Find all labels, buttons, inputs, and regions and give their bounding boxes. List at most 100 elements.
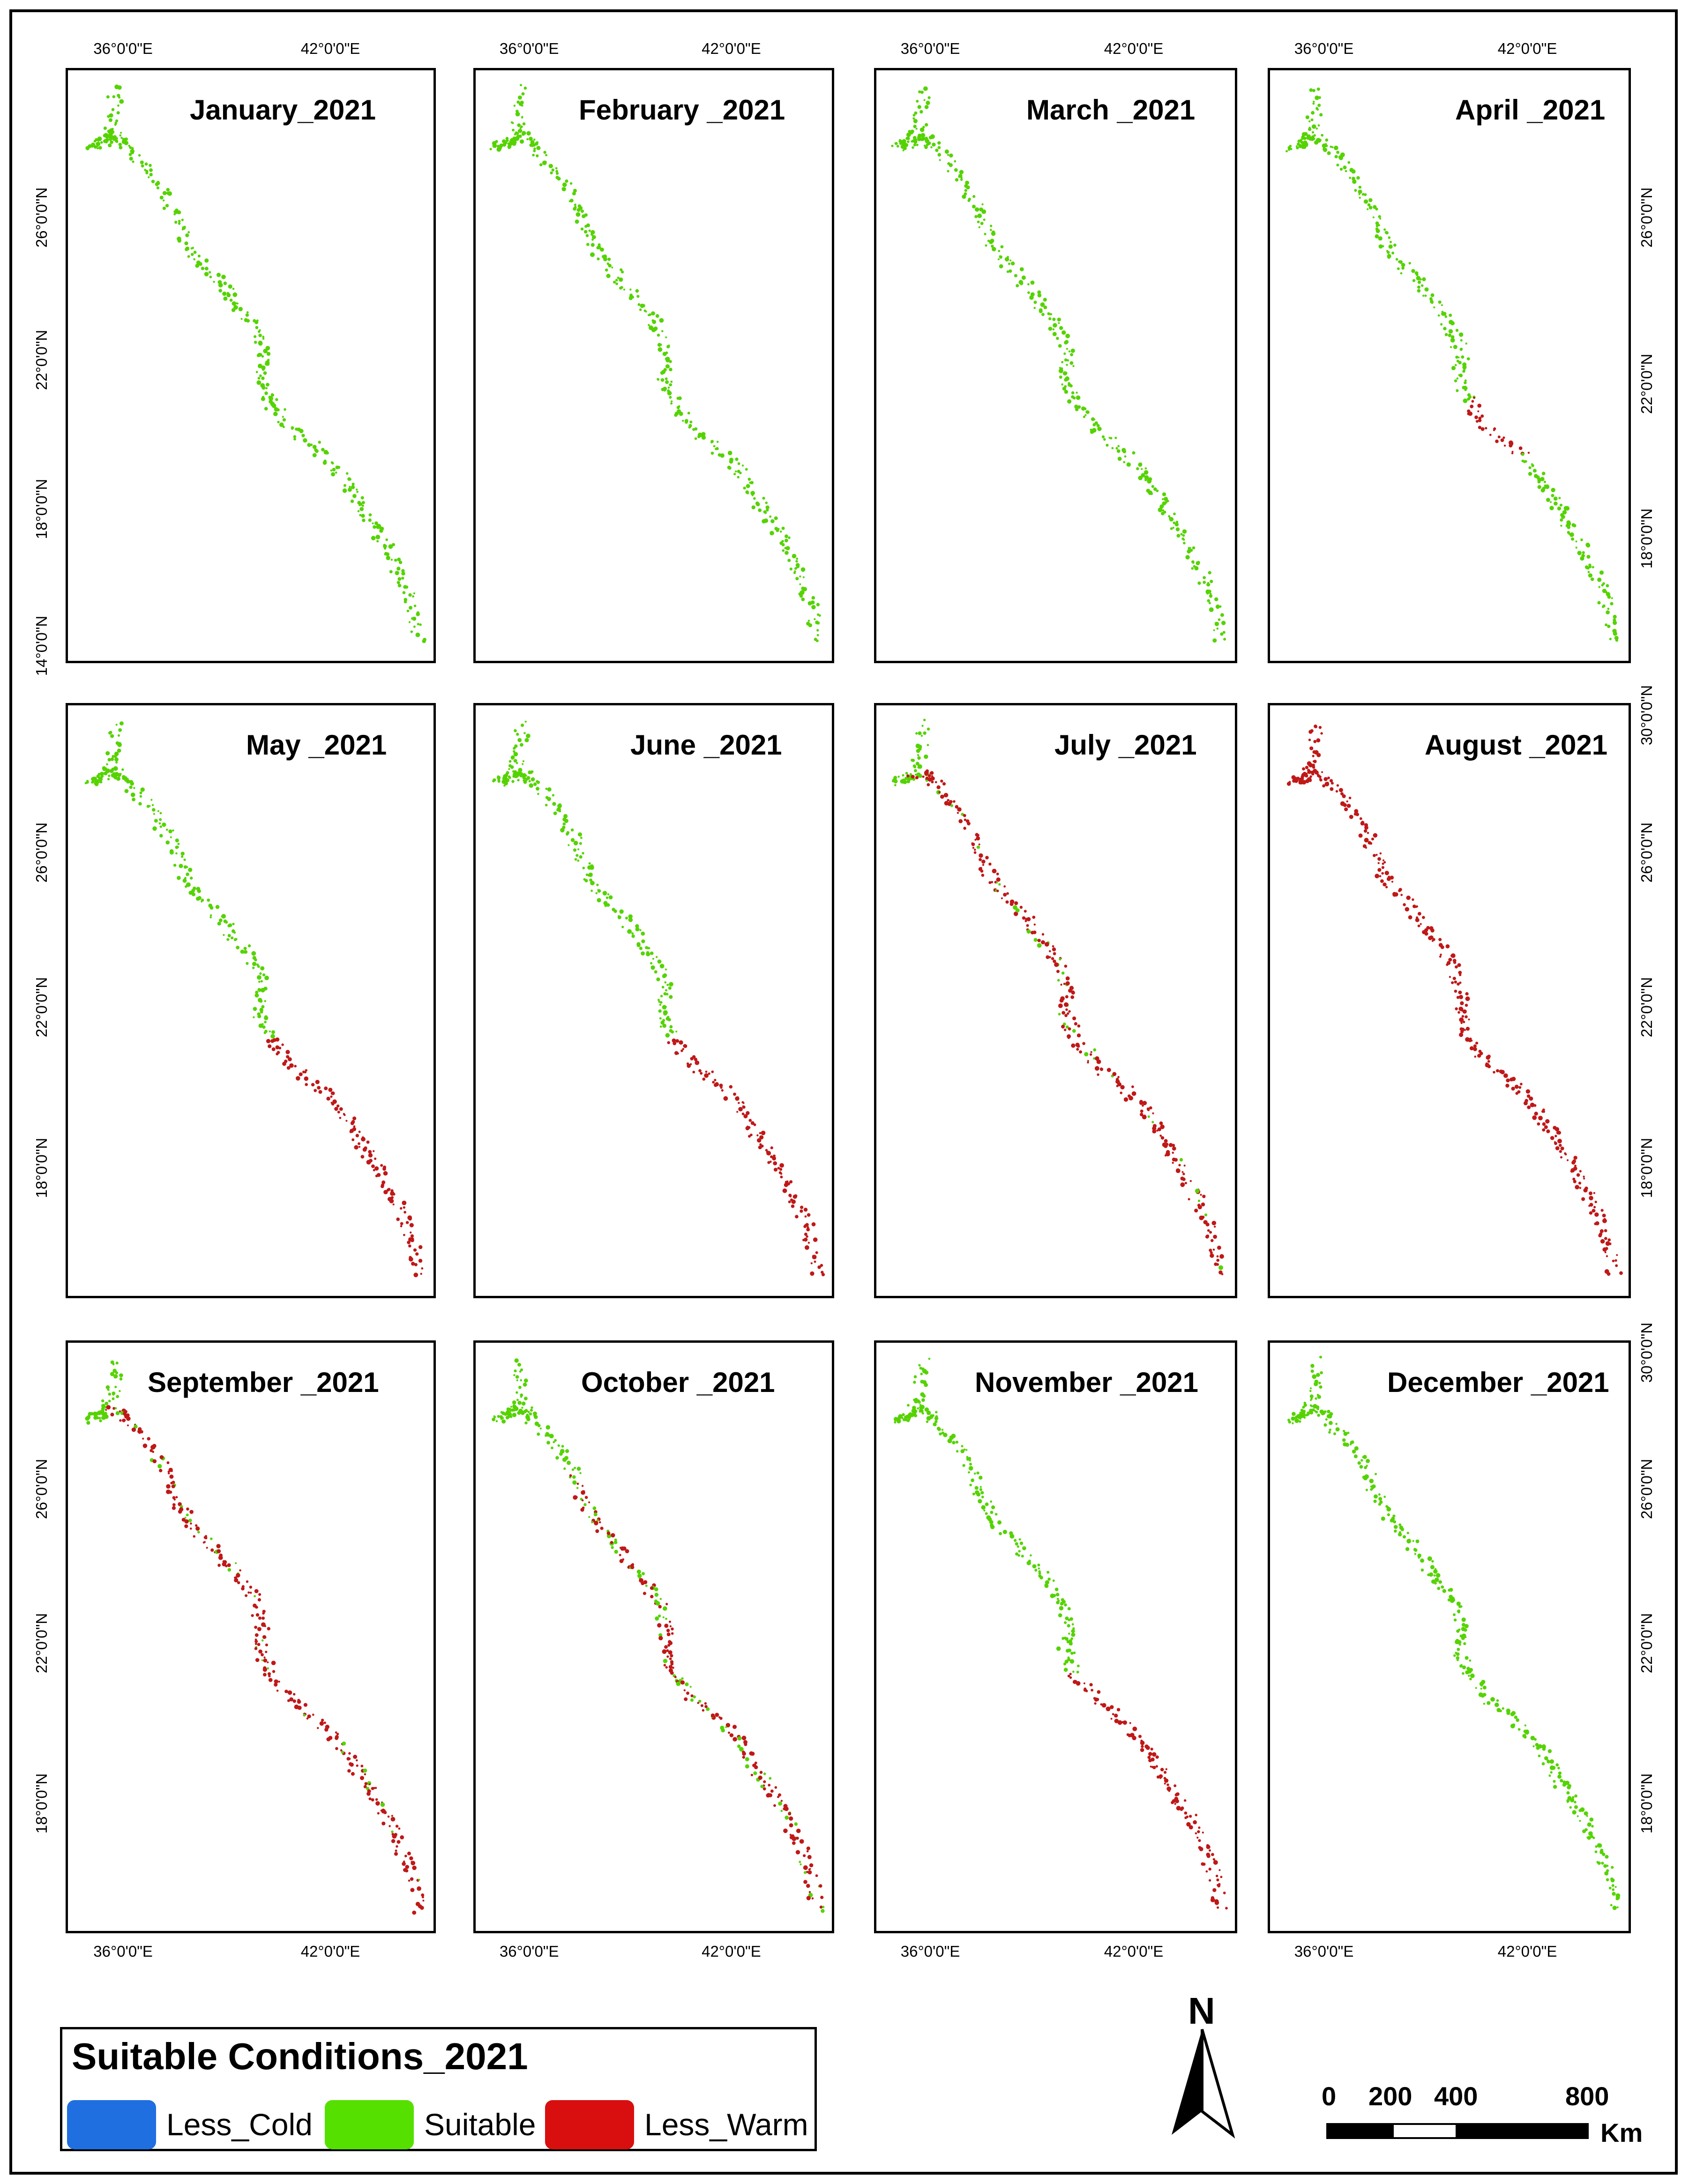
reef-cell	[534, 142, 538, 146]
reef-cell	[368, 513, 372, 516]
reef-cell	[741, 1735, 747, 1741]
reef-cell	[1205, 1870, 1208, 1873]
reef-cell	[264, 1000, 266, 1002]
reef-cell	[339, 1116, 342, 1119]
reef-cell	[788, 1812, 792, 1816]
reef-cell	[648, 324, 650, 326]
reef-cell	[1097, 1073, 1099, 1076]
reef-cell	[386, 555, 390, 561]
reef-cell	[1560, 513, 1564, 517]
reef-cell	[759, 1132, 762, 1134]
reef-cell	[264, 975, 269, 980]
reef-cell	[1175, 1799, 1179, 1803]
reef-cell	[1452, 977, 1456, 980]
reef-cell	[395, 571, 399, 576]
reef-cell	[396, 1840, 401, 1844]
reef-cell	[983, 218, 986, 221]
reef-cell	[1025, 918, 1028, 921]
reef-cell	[913, 1381, 916, 1384]
reef-cell	[967, 822, 971, 826]
reef-cell	[1311, 772, 1315, 776]
reef-cell	[1321, 134, 1324, 137]
reef-cell	[516, 100, 520, 104]
reef-cell	[1553, 496, 1558, 501]
reef-cell	[1563, 506, 1569, 511]
reef-cell	[595, 892, 598, 895]
reef-cell	[784, 546, 787, 550]
reef-cell	[1549, 506, 1554, 510]
reef-cell	[1465, 996, 1470, 1001]
reef-cell	[922, 126, 925, 128]
reef-cell	[517, 1400, 522, 1405]
reef-cell	[1065, 334, 1070, 338]
reef-cell	[788, 536, 791, 539]
reef-cell	[1302, 767, 1305, 770]
reef-cell	[512, 1400, 516, 1405]
reef-cell	[1523, 1101, 1528, 1106]
reef-cell	[104, 771, 108, 776]
reef-cell	[1155, 1765, 1158, 1768]
reef-cell	[179, 864, 183, 868]
reef-cell	[999, 1532, 1002, 1535]
reef-cell	[411, 1262, 415, 1266]
reef-cell	[811, 605, 816, 610]
reef-cell	[645, 946, 648, 950]
reef-cell	[1077, 1664, 1080, 1668]
reef-cell	[1037, 939, 1041, 942]
reef-cell	[157, 810, 159, 812]
reef-cell	[1468, 411, 1472, 416]
reef-cell	[1441, 304, 1443, 307]
reef-cell	[178, 220, 181, 223]
reef-cell	[1602, 1219, 1607, 1223]
reef-cell	[162, 823, 166, 827]
reef-cell	[375, 535, 381, 539]
reef-cell	[1437, 1586, 1441, 1590]
lat-label: 18°0'0"N	[1638, 1137, 1656, 1198]
reef-cell	[1048, 956, 1051, 958]
reef-cell	[581, 1485, 584, 1487]
reef-cell	[1216, 1263, 1219, 1266]
reef-cell	[1019, 267, 1024, 271]
reef-cell	[1544, 1756, 1548, 1760]
reef-cell	[1067, 1607, 1071, 1610]
reef-cell	[1308, 730, 1313, 734]
reef-cell	[1217, 1245, 1221, 1250]
reef-cell	[1067, 1624, 1070, 1628]
reef-cell	[980, 1491, 984, 1495]
reef-cell	[742, 1102, 745, 1104]
reef-cell	[262, 973, 266, 977]
reef-cell	[1094, 1702, 1097, 1705]
reef-cell	[371, 536, 376, 540]
reef-cell	[197, 896, 202, 900]
reef-cell	[1597, 1861, 1601, 1865]
reef-cell	[261, 376, 265, 380]
reef-cell	[1392, 1514, 1396, 1518]
reef-cell	[1415, 918, 1420, 922]
reef-cell	[1037, 1563, 1040, 1567]
reef-cell	[187, 255, 190, 258]
reef-cell	[1335, 1422, 1338, 1425]
reef-cell	[584, 879, 588, 883]
reef-cell	[520, 1368, 523, 1371]
reef-cell	[1318, 96, 1321, 99]
reef-cell	[1435, 1573, 1441, 1578]
reef-cell	[1123, 1097, 1128, 1102]
reef-cell	[1292, 1422, 1294, 1425]
reef-cell	[922, 775, 925, 778]
reef-cell	[980, 869, 984, 873]
reef-cell	[1075, 408, 1079, 411]
reef-cell	[761, 1130, 766, 1136]
reef-cell	[795, 577, 799, 581]
reef-cell	[594, 1521, 598, 1526]
reef-cell	[260, 980, 263, 983]
reef-cell	[560, 828, 565, 833]
coastline-map	[894, 1358, 1228, 1910]
reef-cell	[765, 501, 768, 504]
reef-cell	[1300, 1408, 1304, 1412]
reef-cell	[1560, 1156, 1562, 1159]
reef-cell	[1340, 152, 1345, 157]
reef-cell	[906, 774, 910, 778]
reef-cell	[665, 1603, 668, 1606]
reef-cell	[1393, 243, 1397, 247]
scale-label-200: 200	[1368, 2081, 1412, 2111]
